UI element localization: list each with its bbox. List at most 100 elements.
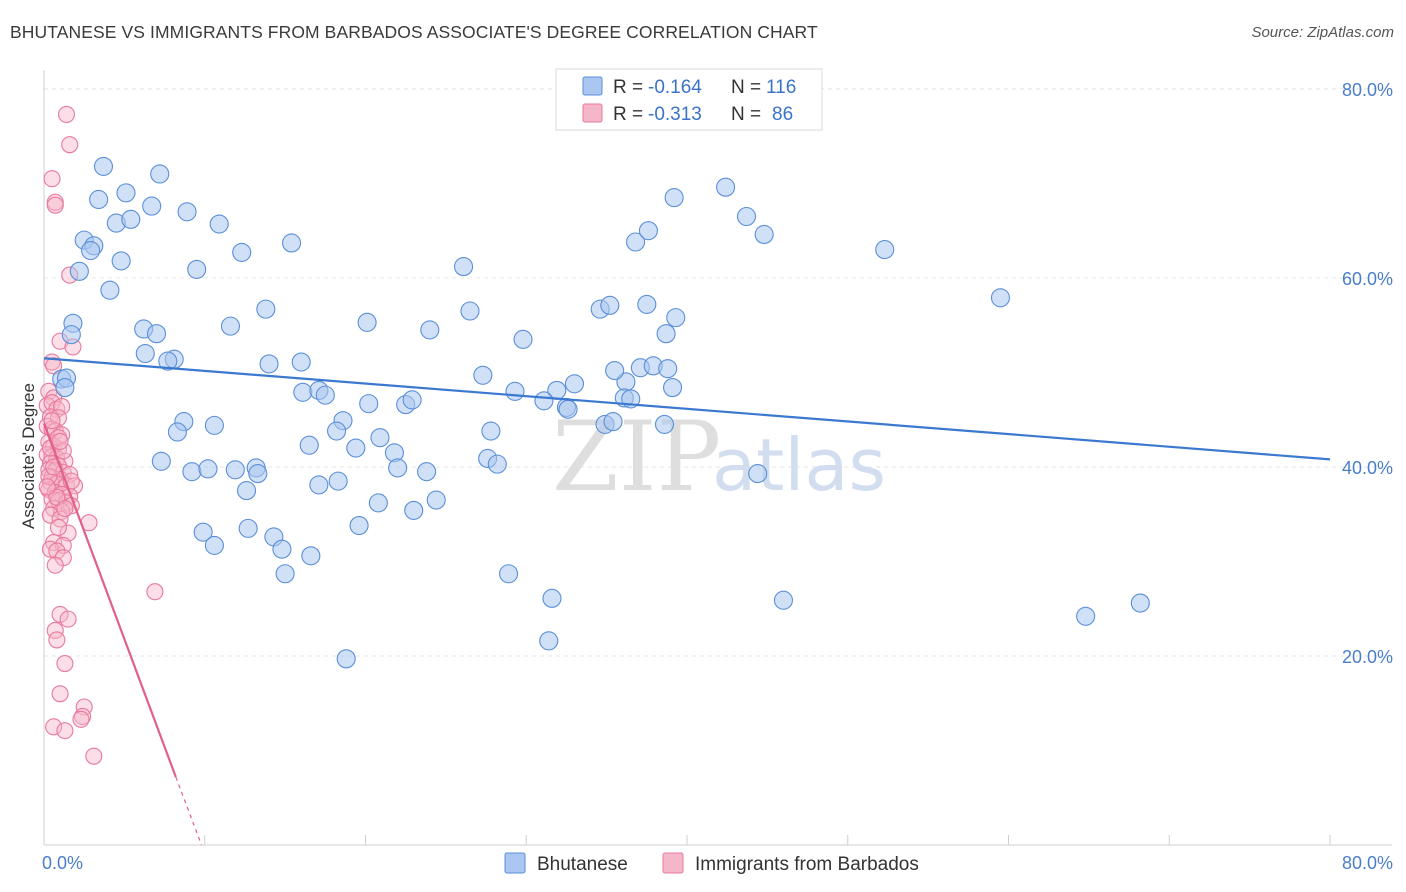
bhutanese-point <box>716 177 736 197</box>
bhutanese-point <box>182 462 202 482</box>
bhutanese-point <box>481 421 501 441</box>
bhutanese-point <box>55 378 75 398</box>
bhutanese-point <box>603 412 623 432</box>
legend-n-value-0: 116 <box>766 77 796 98</box>
bhutanese-point <box>89 189 109 210</box>
barbados-point <box>72 710 90 728</box>
legend-n-value-1: 86 <box>772 104 793 125</box>
barbados-point <box>53 397 71 416</box>
bhutanese-point <box>534 391 554 411</box>
bhutanese-point <box>875 240 895 260</box>
y-tick-label: 20.0% <box>1342 647 1393 667</box>
bhutanese-point <box>150 164 170 184</box>
bhutanese-point <box>259 354 279 374</box>
bhutanese-point <box>291 352 311 372</box>
bhutanese-point <box>238 518 258 538</box>
bhutanese-point <box>754 224 774 245</box>
source-label: Source: ZipAtlas.com <box>1251 24 1394 41</box>
bhutanese-trend-line <box>43 357 1331 461</box>
y-tick-label: 60.0% <box>1342 269 1393 289</box>
barbados-point <box>41 540 59 558</box>
bhutanese-point <box>204 415 224 435</box>
barbados-point <box>41 506 59 524</box>
bhutanese-point <box>1076 606 1096 626</box>
bhutanese-point <box>327 421 347 441</box>
bottom-legend: Bhutanese Immigrants from Barbados <box>504 852 919 875</box>
watermark-atlas: atlas <box>712 423 886 507</box>
bhutanese-point <box>388 458 408 478</box>
bhutanese-point <box>558 399 578 419</box>
bhutanese-point <box>135 343 155 364</box>
legend-swatch-bhutanese <box>582 76 603 96</box>
bhutanese-point <box>359 394 379 414</box>
watermark: ZIP atlas <box>552 401 886 513</box>
y-tick-label: 40.0% <box>1342 458 1393 478</box>
y-axis-label: Associate's Degree <box>19 383 38 529</box>
barbados-point <box>43 170 61 188</box>
barbados-point <box>46 196 64 214</box>
barbados-point <box>48 631 66 649</box>
bhutanese-point <box>220 316 241 336</box>
bhutanese-point <box>368 493 388 513</box>
barbados-trend-line <box>42 423 177 778</box>
bhutanese-point <box>773 590 794 610</box>
watermark-zip: ZIP <box>552 401 721 513</box>
barbados-point <box>57 105 76 123</box>
legend-r-label-1: R = <box>613 104 643 125</box>
bhutanese-point <box>225 460 245 480</box>
bhutanese-point <box>664 188 684 208</box>
barbados-point <box>74 707 92 726</box>
bhutanese-point <box>605 360 625 381</box>
bhutanese-point <box>370 428 390 448</box>
bhutanese-point <box>146 324 167 344</box>
bhutanese-point <box>187 259 207 279</box>
legend-r-value-1: -0.313 <box>648 104 702 125</box>
x-tick-label: 80.0% <box>1342 853 1393 873</box>
bhutanese-point <box>487 454 507 474</box>
stats-legend: R = -0.164 N = 116 R = -0.313 N = 86 <box>555 68 823 131</box>
bhutanese-point <box>299 435 319 455</box>
bhutanese-point <box>111 251 131 271</box>
bhutanese-point <box>349 515 369 536</box>
bhutanese-point <box>542 588 562 608</box>
bhutanese-point <box>142 196 162 216</box>
barbados-point <box>56 722 74 740</box>
bhutanese-point <box>564 374 585 394</box>
barbados-point <box>85 747 103 765</box>
bhutanese-point <box>357 312 377 332</box>
bhutanese-point <box>402 390 422 410</box>
bhutanese-point <box>499 564 519 584</box>
chart-title: BHUTANESE VS IMMIGRANTS FROM BARBADOS AS… <box>10 22 818 42</box>
bhutanese-point <box>654 414 675 434</box>
bhutanese-point <box>990 288 1011 308</box>
barbados-point <box>56 654 74 673</box>
bhutanese-point <box>666 308 686 328</box>
bhutanese-point <box>638 221 658 241</box>
y-tick-label: 80.0% <box>1342 80 1393 100</box>
barbados-point <box>49 518 68 536</box>
barbados-point <box>46 556 64 574</box>
bhutanese-point <box>193 522 213 542</box>
bhutanese-point <box>177 202 197 222</box>
barbados-point <box>61 136 79 154</box>
bottom-legend-swatch-bhutanese <box>504 852 526 874</box>
bhutanese-point <box>328 471 348 491</box>
bhutanese-point <box>626 232 646 252</box>
barbados-point <box>38 478 56 496</box>
barbados-point <box>48 542 66 560</box>
bhutanese-point <box>309 475 329 495</box>
bhutanese-point <box>151 451 171 471</box>
bhutanese-point <box>272 539 292 559</box>
legend-r-value-0: -0.164 <box>648 77 702 98</box>
bhutanese-point <box>600 295 620 315</box>
bhutanese-point <box>158 351 178 371</box>
bhutanese-point <box>1130 593 1150 613</box>
bhutanese-point <box>505 381 525 401</box>
bhutanese-point <box>81 240 101 261</box>
bhutanese-point <box>637 294 657 314</box>
bottom-legend-barbados: Immigrants from Barbados <box>695 854 919 875</box>
bhutanese-point <box>209 214 229 234</box>
barbados-point <box>54 536 72 554</box>
bhutanese-point <box>116 183 136 203</box>
bhutanese-point <box>256 299 276 319</box>
